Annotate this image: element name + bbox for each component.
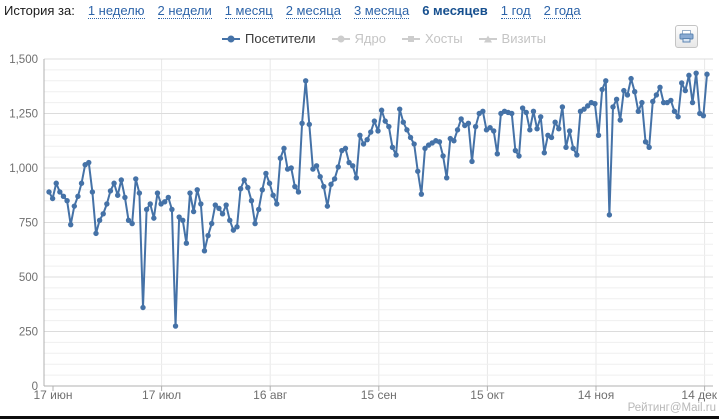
svg-text:17 июн: 17 июн — [33, 388, 72, 402]
svg-text:750: 750 — [19, 218, 38, 230]
period-link-1w[interactable]: 1 неделю — [87, 3, 145, 19]
legend-label: Ядро — [354, 31, 386, 46]
svg-text:0: 0 — [32, 381, 38, 393]
svg-text:1,500: 1,500 — [9, 54, 38, 66]
period-link-1y[interactable]: 1 год — [500, 3, 531, 19]
legend-label: Визиты — [501, 31, 546, 46]
branding-label: Рейтинг@Mail.ru — [627, 402, 716, 414]
svg-text:15 окт: 15 окт — [470, 388, 505, 402]
series-circle-marker-icon — [331, 34, 350, 43]
series-markers-visitors — [46, 70, 710, 329]
svg-text:16 авг: 16 авг — [253, 388, 288, 402]
period-link-2y[interactable]: 2 года — [543, 3, 581, 19]
x-axis-labels: 17 июн 17 июл 16 авг 15 сен 15 окт 14 ноя 14 д… — [33, 388, 717, 402]
history-label: История за: — [4, 3, 75, 18]
svg-text:14 дек: 14 дек — [681, 388, 717, 402]
svg-text:15 сен: 15 сен — [361, 388, 397, 402]
legend-item-core[interactable]: Ядро — [331, 31, 386, 46]
y-gridlines — [44, 58, 713, 376]
series-triangle-marker-icon — [478, 34, 497, 43]
legend-item-hosts[interactable]: Хосты — [401, 31, 463, 46]
legend-label: Хосты — [424, 31, 463, 46]
svg-text:14 ноя: 14 ноя — [578, 388, 614, 402]
legend-item-visitors[interactable]: Посетители — [222, 31, 316, 46]
bottom-divider — [0, 416, 719, 419]
period-link-1m[interactable]: 1 месяц — [224, 3, 273, 19]
period-link-6m[interactable]: 6 месяцев — [422, 3, 488, 18]
period-links: 1 неделю 2 недели 1 месяц 2 месяца 3 месяца 6… — [87, 3, 581, 19]
axis-lines — [43, 59, 713, 391]
svg-text:500: 500 — [19, 272, 38, 284]
history-period-bar: История за: 1 неделю 2 недели 1 месяц 2 мес… — [4, 3, 581, 19]
svg-text:250: 250 — [19, 327, 38, 339]
svg-text:1,000: 1,000 — [9, 163, 38, 175]
series-circle-marker-icon — [222, 34, 240, 43]
period-link-2m[interactable]: 2 месяца — [285, 3, 341, 19]
period-link-3m[interactable]: 3 месяца — [353, 3, 410, 19]
svg-text:1,250: 1,250 — [9, 109, 38, 121]
printer-icon — [679, 30, 694, 43]
legend-label: Посетители — [245, 31, 316, 46]
legend-item-visits[interactable]: Визиты — [478, 31, 546, 46]
series-square-marker-icon — [401, 34, 420, 43]
svg-text:17 июл: 17 июл — [142, 388, 181, 402]
y-axis-labels: 0 250 500 750 1,000 1,250 1,500 — [9, 54, 38, 393]
chart-legend: Посетители Ядро Хосты Визиты — [222, 31, 546, 46]
period-link-2w[interactable]: 2 недели — [157, 3, 212, 19]
print-button[interactable] — [675, 25, 698, 48]
